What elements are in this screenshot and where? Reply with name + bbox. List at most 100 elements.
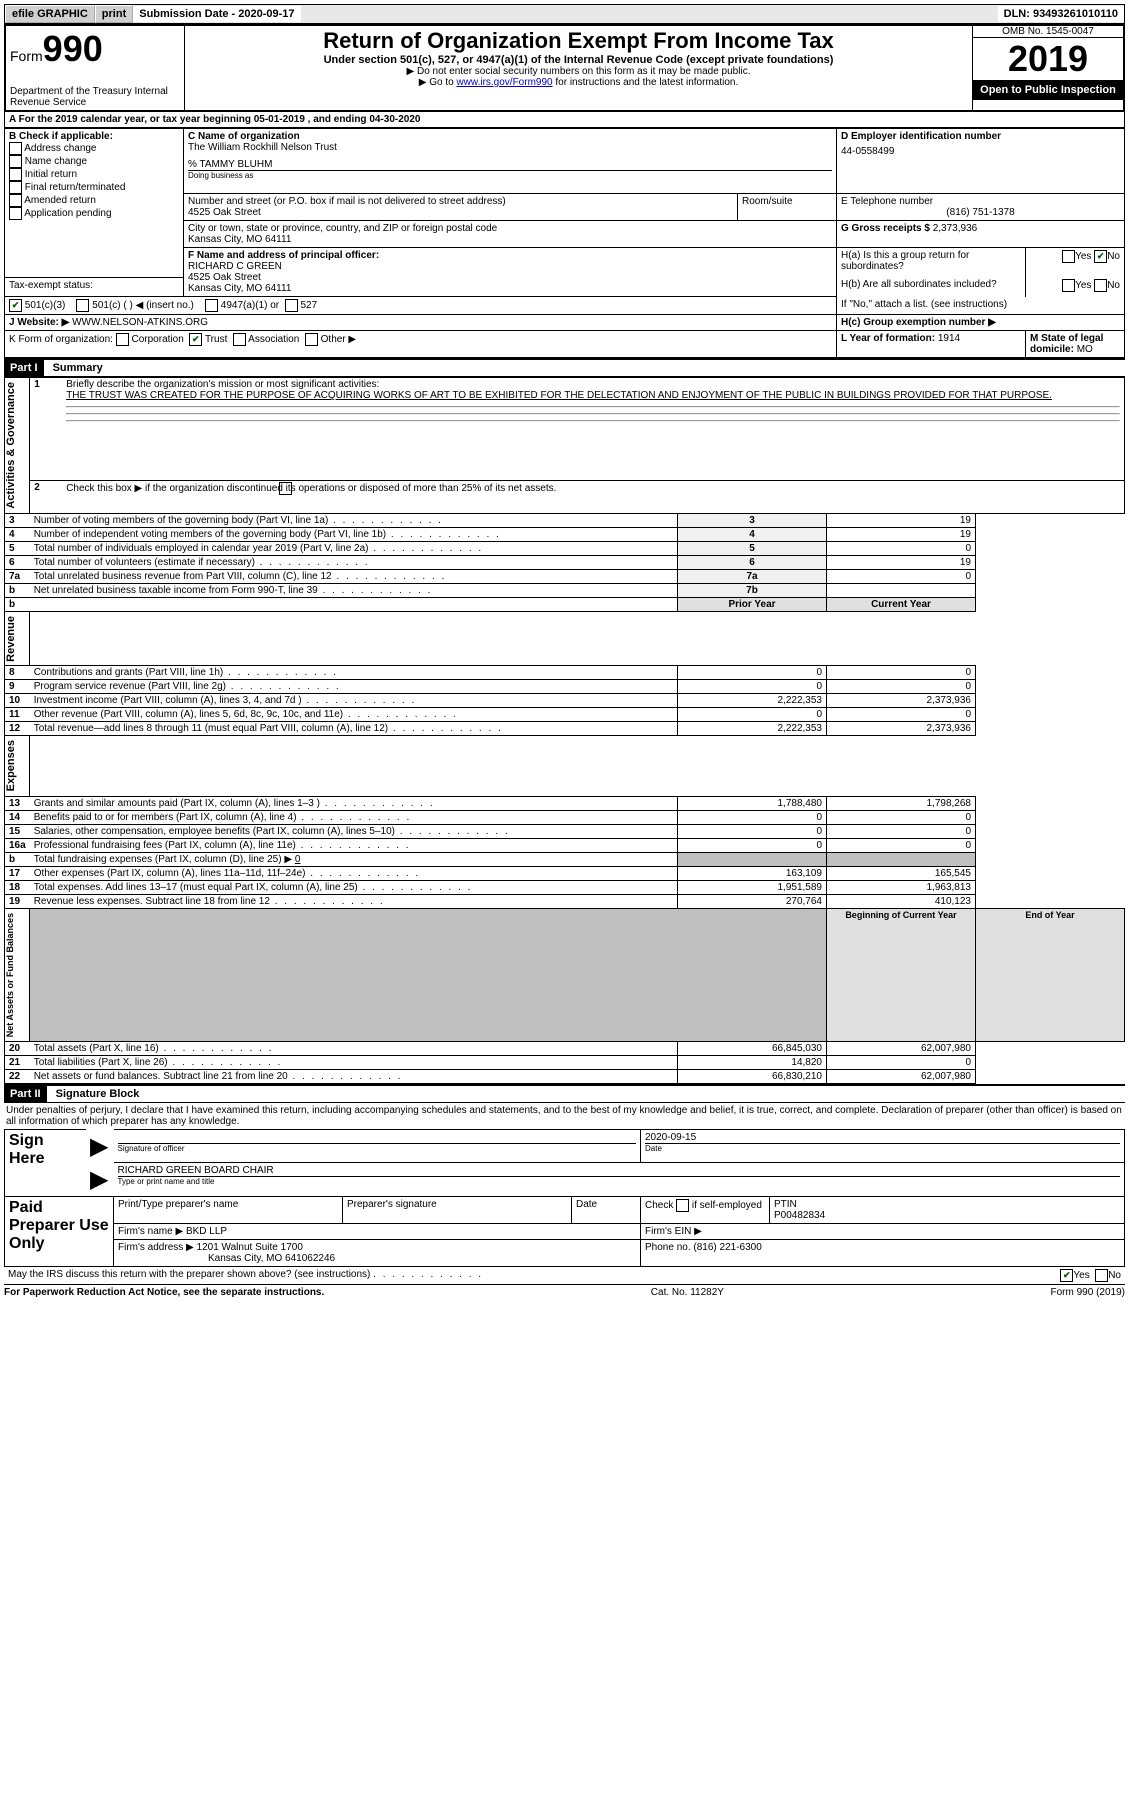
print-button[interactable]: print — [95, 5, 133, 23]
hb-no-checkbox[interactable] — [1094, 279, 1107, 292]
boxb-checkbox[interactable] — [9, 181, 22, 194]
col-end: End of Year — [976, 908, 1125, 1041]
4947-checkbox[interactable] — [205, 299, 218, 312]
firm-phone: (816) 221-6300 — [693, 1242, 761, 1253]
boxb-checkbox[interactable] — [9, 207, 22, 220]
form-number: 990 — [43, 28, 103, 69]
k-assoc-checkbox[interactable] — [233, 333, 246, 346]
year-formation: 1914 — [938, 333, 960, 344]
preparer-sig-label: Preparer's signature — [347, 1199, 567, 1210]
street-address: 4525 Oak Street — [188, 207, 733, 218]
ein-value: 44-0558499 — [841, 146, 1120, 157]
firm-addr1: 1201 Walnut Suite 1700 — [197, 1242, 303, 1253]
org-name: The William Rockhill Nelson Trust — [188, 142, 832, 153]
footer-mid: Cat. No. 11282Y — [651, 1287, 724, 1298]
501c-checkbox[interactable] — [76, 299, 89, 312]
box-c-label: C Name of organization — [188, 131, 832, 142]
501c3-checkbox[interactable] — [9, 299, 22, 312]
firm-ein-label: Firm's EIN ▶ — [645, 1226, 702, 1237]
website-value: WWW.NELSON-ATKINS.ORG — [72, 317, 208, 328]
line-a: A For the 2019 calendar year, or tax yea… — [4, 112, 1125, 128]
box-l-label: L Year of formation: — [841, 333, 935, 344]
care-of: % TAMMY BLUHM — [188, 159, 832, 170]
box-f-label: F Name and address of principal officer: — [188, 250, 832, 261]
line16b-text: Total fundraising expenses (Part IX, col… — [34, 854, 292, 865]
efile-button[interactable]: efile GRAPHIC — [5, 5, 95, 23]
line16b-val: 0 — [295, 854, 301, 865]
tax-exempt-label: Tax-exempt status: — [9, 280, 93, 291]
h-note: If "No," attach a list. (see instruction… — [841, 299, 1120, 310]
sig-date-label: Date — [645, 1143, 1120, 1153]
summary-table: Activities & Governance 1 Briefly descri… — [4, 377, 1125, 1084]
side-revenue: Revenue — [5, 612, 17, 666]
irs-link[interactable]: www.irs.gov/Form990 — [456, 77, 552, 88]
city-label: City or town, state or province, country… — [188, 223, 832, 234]
form-label: Form — [10, 48, 43, 64]
line1-label: Briefly describe the organization's miss… — [66, 379, 379, 390]
discuss-no-checkbox[interactable] — [1095, 1269, 1108, 1282]
submission-date: Submission Date - 2020-09-17 — [133, 6, 300, 22]
discuss-label: May the IRS discuss this return with the… — [8, 1269, 370, 1280]
box-g-label: G Gross receipts $ — [841, 223, 930, 234]
boxb-checkbox[interactable] — [9, 194, 22, 207]
officer-addr: 4525 Oak Street — [188, 272, 832, 283]
side-activities: Activities & Governance — [5, 378, 17, 513]
box-b-label: B Check if applicable: — [9, 131, 179, 142]
officer-name-title: RICHARD GREEN BOARD CHAIR — [118, 1165, 1121, 1176]
k-corp-checkbox[interactable] — [116, 333, 129, 346]
line2-checkbox[interactable] — [279, 482, 292, 495]
box-k-label: K Form of organization: — [9, 334, 113, 345]
form-header: Form990 Department of the Treasury Inter… — [4, 24, 1125, 112]
firm-name-label: Firm's name ▶ — [118, 1226, 183, 1237]
col-prior: Prior Year — [678, 597, 827, 611]
firm-phone-label: Phone no. — [645, 1242, 691, 1253]
officer-name: RICHARD C GREEN — [188, 261, 832, 272]
name-title-label: Type or print name and title — [118, 1176, 1121, 1186]
room-label: Room/suite — [738, 194, 837, 221]
col-current: Current Year — [827, 597, 976, 611]
boxb-checkbox[interactable] — [9, 168, 22, 181]
ha-no-checkbox[interactable] — [1094, 250, 1107, 263]
identity-section: B Check if applicable: Address change Na… — [4, 128, 1125, 358]
officer-city: Kansas City, MO 64111 — [188, 283, 832, 294]
omb-number: OMB No. 1545-0047 — [973, 26, 1123, 38]
hb-yes-checkbox[interactable] — [1062, 279, 1075, 292]
h-c-label: H(c) Group exemption number ▶ — [841, 317, 996, 328]
form-subtitle: Under section 501(c), 527, or 4947(a)(1)… — [189, 54, 968, 66]
ptin-label: PTIN — [774, 1199, 1120, 1210]
self-employed-checkbox[interactable] — [676, 1199, 689, 1212]
dept-treasury: Department of the Treasury Internal Reve… — [10, 86, 180, 108]
k-trust-checkbox[interactable] — [189, 333, 202, 346]
mission-text: THE TRUST WAS CREATED FOR THE PURPOSE OF… — [66, 390, 1052, 401]
form-title: Return of Organization Exempt From Incom… — [189, 28, 968, 54]
discuss-yes-checkbox[interactable] — [1060, 1269, 1073, 1282]
ha-yes-checkbox[interactable] — [1062, 250, 1075, 263]
city-value: Kansas City, MO 64111 — [188, 234, 832, 245]
box-j-label: J Website: ▶ — [9, 317, 69, 328]
part-2-header: Part II Signature Block — [4, 1084, 1125, 1103]
k-other-checkbox[interactable] — [305, 333, 318, 346]
part-1-header: Part I Summary — [4, 358, 1125, 377]
phone-value: (816) 751-1378 — [841, 207, 1120, 218]
h-a-label: H(a) Is this a group return for subordin… — [841, 250, 969, 272]
footer-right: Form 990 (2019) — [1051, 1287, 1125, 1298]
col-beginning: Beginning of Current Year — [827, 908, 976, 1041]
page-footer: For Paperwork Reduction Act Notice, see … — [4, 1284, 1125, 1298]
signature-block: Sign Here ▶ Signature of officer 2020-09… — [4, 1129, 1125, 1267]
527-checkbox[interactable] — [285, 299, 298, 312]
boxb-checkbox[interactable] — [9, 142, 22, 155]
self-employed-label: Check — [645, 1200, 676, 1211]
tax-year: 2019 — [973, 38, 1123, 80]
sig-officer-label: Signature of officer — [118, 1143, 637, 1153]
preparer-name-label: Print/Type preparer's name — [118, 1199, 338, 1210]
h-b-label: H(b) Are all subordinates included? — [841, 279, 997, 290]
dln-label: DLN: 93493261010110 — [998, 6, 1124, 22]
top-toolbar: efile GRAPHIC print Submission Date - 20… — [4, 4, 1125, 24]
box-d-label: D Employer identification number — [841, 131, 1120, 142]
open-inspection: Open to Public Inspection — [973, 80, 1123, 100]
boxb-checkbox[interactable] — [9, 155, 22, 168]
addr-label: Number and street (or P.O. box if mail i… — [188, 196, 733, 207]
gross-receipts: 2,373,936 — [933, 223, 978, 234]
ptin-value: P00482834 — [774, 1210, 1120, 1221]
preparer-date-label: Date — [576, 1199, 636, 1210]
